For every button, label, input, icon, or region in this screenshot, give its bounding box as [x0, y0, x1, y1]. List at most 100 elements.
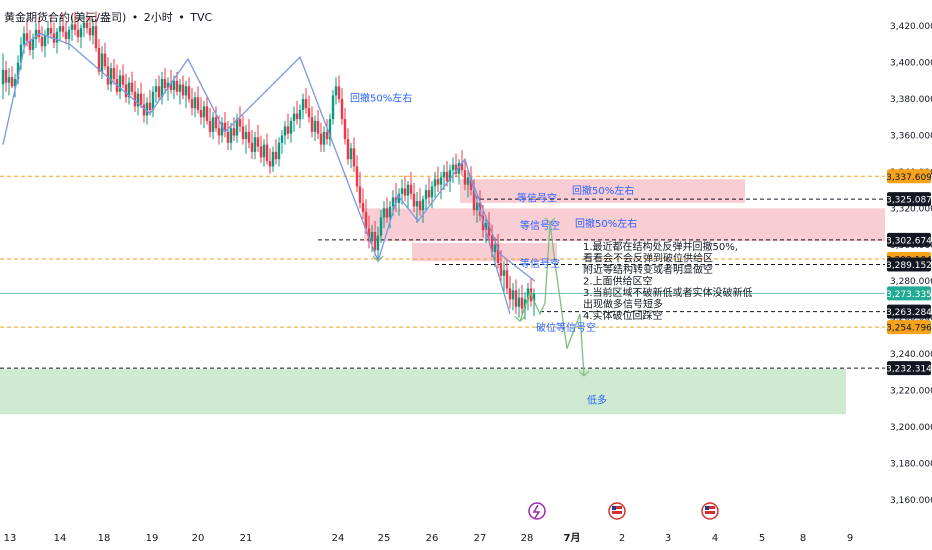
candle[interactable]: [274, 139, 278, 165]
price-tag[interactable]: 3,337.609: [886, 169, 932, 184]
candle[interactable]: [154, 79, 158, 103]
candle[interactable]: [100, 46, 104, 80]
candle[interactable]: [430, 181, 434, 209]
candle[interactable]: [199, 97, 203, 125]
price-tag[interactable]: 3,263.284: [886, 304, 932, 319]
candle[interactable]: [403, 175, 407, 202]
candle[interactable]: [286, 113, 290, 140]
candle[interactable]: [265, 133, 269, 165]
candle[interactable]: [73, 11, 77, 36]
candle[interactable]: [136, 88, 140, 116]
candle[interactable]: [337, 75, 341, 103]
candle[interactable]: [358, 171, 362, 209]
supply-zone[interactable]: [460, 179, 745, 203]
supply-zone[interactable]: [412, 242, 557, 262]
candle[interactable]: [178, 79, 182, 105]
candle[interactable]: [367, 215, 371, 249]
candle[interactable]: [412, 182, 416, 212]
supply-zone[interactable]: [364, 208, 885, 242]
candle[interactable]: [376, 226, 380, 262]
candle[interactable]: [202, 100, 206, 129]
price-tag[interactable]: 3,325.087: [886, 192, 932, 207]
candle[interactable]: [190, 88, 194, 116]
candle[interactable]: [223, 111, 227, 138]
candle[interactable]: [397, 188, 401, 216]
candle[interactable]: [4, 60, 8, 92]
candle[interactable]: [370, 224, 374, 253]
candle[interactable]: [10, 66, 14, 89]
event-icon-us-flag[interactable]: [701, 502, 719, 520]
candle[interactable]: [79, 24, 83, 49]
candle[interactable]: [319, 122, 323, 152]
candle[interactable]: [466, 170, 470, 198]
candle[interactable]: [160, 71, 164, 105]
candle[interactable]: [7, 68, 11, 96]
candle[interactable]: [184, 80, 188, 109]
candle[interactable]: [226, 120, 230, 151]
candle[interactable]: [385, 197, 389, 223]
candle[interactable]: [331, 89, 335, 125]
candle[interactable]: [130, 71, 134, 96]
candle[interactable]: [94, 11, 98, 52]
candle[interactable]: [148, 89, 152, 116]
candle[interactable]: [280, 130, 284, 154]
candle[interactable]: [121, 64, 125, 89]
candle[interactable]: [406, 181, 410, 209]
candle[interactable]: [55, 28, 59, 54]
candle[interactable]: [151, 86, 155, 118]
candle[interactable]: [298, 104, 302, 129]
candle[interactable]: [382, 201, 386, 229]
candle[interactable]: [193, 91, 197, 118]
candle[interactable]: [250, 130, 254, 160]
candle[interactable]: [232, 117, 236, 141]
candle[interactable]: [295, 100, 299, 125]
candle[interactable]: [325, 119, 329, 145]
candle[interactable]: [292, 106, 296, 132]
candle[interactable]: [241, 115, 245, 145]
candle[interactable]: [517, 288, 521, 318]
candle[interactable]: [61, 13, 65, 38]
price-tag[interactable]: 3,232.314: [886, 361, 932, 376]
wave-line-blue[interactable]: [2, 32, 511, 315]
candle[interactable]: [289, 117, 293, 143]
candle[interactable]: [112, 59, 116, 85]
candle[interactable]: [76, 18, 80, 43]
candle[interactable]: [262, 139, 266, 167]
candle[interactable]: [328, 113, 332, 147]
candle[interactable]: [229, 122, 233, 151]
candle[interactable]: [502, 261, 506, 293]
candle[interactable]: [424, 184, 428, 211]
candle[interactable]: [340, 88, 344, 125]
candle[interactable]: [505, 259, 509, 294]
candle[interactable]: [133, 80, 137, 112]
price-tag[interactable]: 3,289.152: [886, 257, 932, 272]
candle[interactable]: [166, 77, 170, 101]
candle[interactable]: [301, 93, 305, 120]
candle[interactable]: [85, 11, 89, 34]
interval-label[interactable]: 2小时: [143, 11, 173, 24]
candle[interactable]: [235, 113, 239, 143]
candle[interactable]: [361, 188, 365, 220]
candle[interactable]: [457, 159, 461, 185]
price-tag[interactable]: 3,302.674: [886, 232, 932, 247]
candle[interactable]: [343, 108, 347, 145]
candle[interactable]: [334, 77, 338, 105]
candle[interactable]: [439, 171, 443, 200]
candle[interactable]: [463, 159, 467, 191]
candle[interactable]: [247, 119, 251, 149]
candle[interactable]: [253, 131, 257, 160]
candle[interactable]: [418, 188, 422, 216]
candle[interactable]: [268, 148, 272, 174]
candle[interactable]: [157, 75, 161, 101]
candle[interactable]: [313, 115, 317, 141]
candle[interactable]: [379, 210, 383, 243]
candle[interactable]: [307, 95, 311, 123]
candle[interactable]: [187, 77, 191, 103]
candle[interactable]: [106, 57, 110, 90]
candle[interactable]: [271, 146, 275, 172]
candle[interactable]: [316, 110, 320, 140]
candle[interactable]: [181, 75, 185, 100]
candle[interactable]: [46, 20, 50, 45]
candle[interactable]: [196, 86, 200, 114]
candle[interactable]: [451, 157, 455, 183]
